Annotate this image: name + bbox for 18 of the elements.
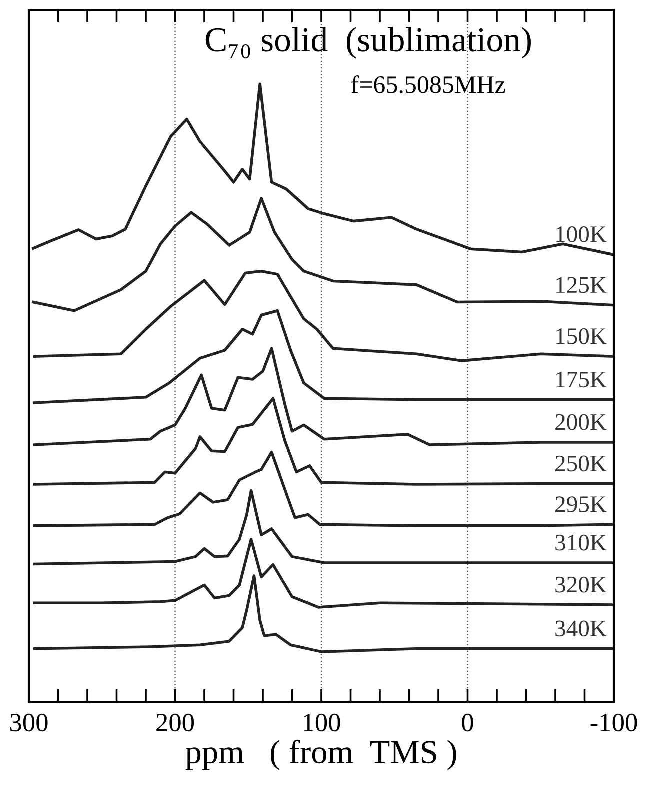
x-tick-label: -100 bbox=[590, 714, 638, 732]
x-axis-title: ppm ( from TMS ) bbox=[186, 740, 456, 770]
x-tick-label: 0 bbox=[462, 714, 474, 732]
series-label: 340K bbox=[556, 620, 607, 637]
series-label: 100K bbox=[556, 226, 607, 242]
series-label: 200K bbox=[556, 414, 607, 430]
series-label: 320K bbox=[556, 576, 607, 593]
series-label: 295K bbox=[556, 496, 607, 512]
x-tick-label: 300 bbox=[10, 714, 48, 732]
chart-title: C₇₀ solid (sublimation) bbox=[206, 27, 532, 59]
x-tick-label: 200 bbox=[156, 714, 194, 732]
x-tick-label: 100 bbox=[304, 714, 340, 732]
series-label: 250K bbox=[556, 456, 607, 472]
annotation: f=65.5085MHz bbox=[352, 75, 506, 94]
series-label: 150K bbox=[556, 328, 607, 344]
series-label: 125K bbox=[556, 277, 607, 294]
series-label: 175K bbox=[556, 372, 607, 388]
series-label: 310K bbox=[556, 534, 607, 551]
